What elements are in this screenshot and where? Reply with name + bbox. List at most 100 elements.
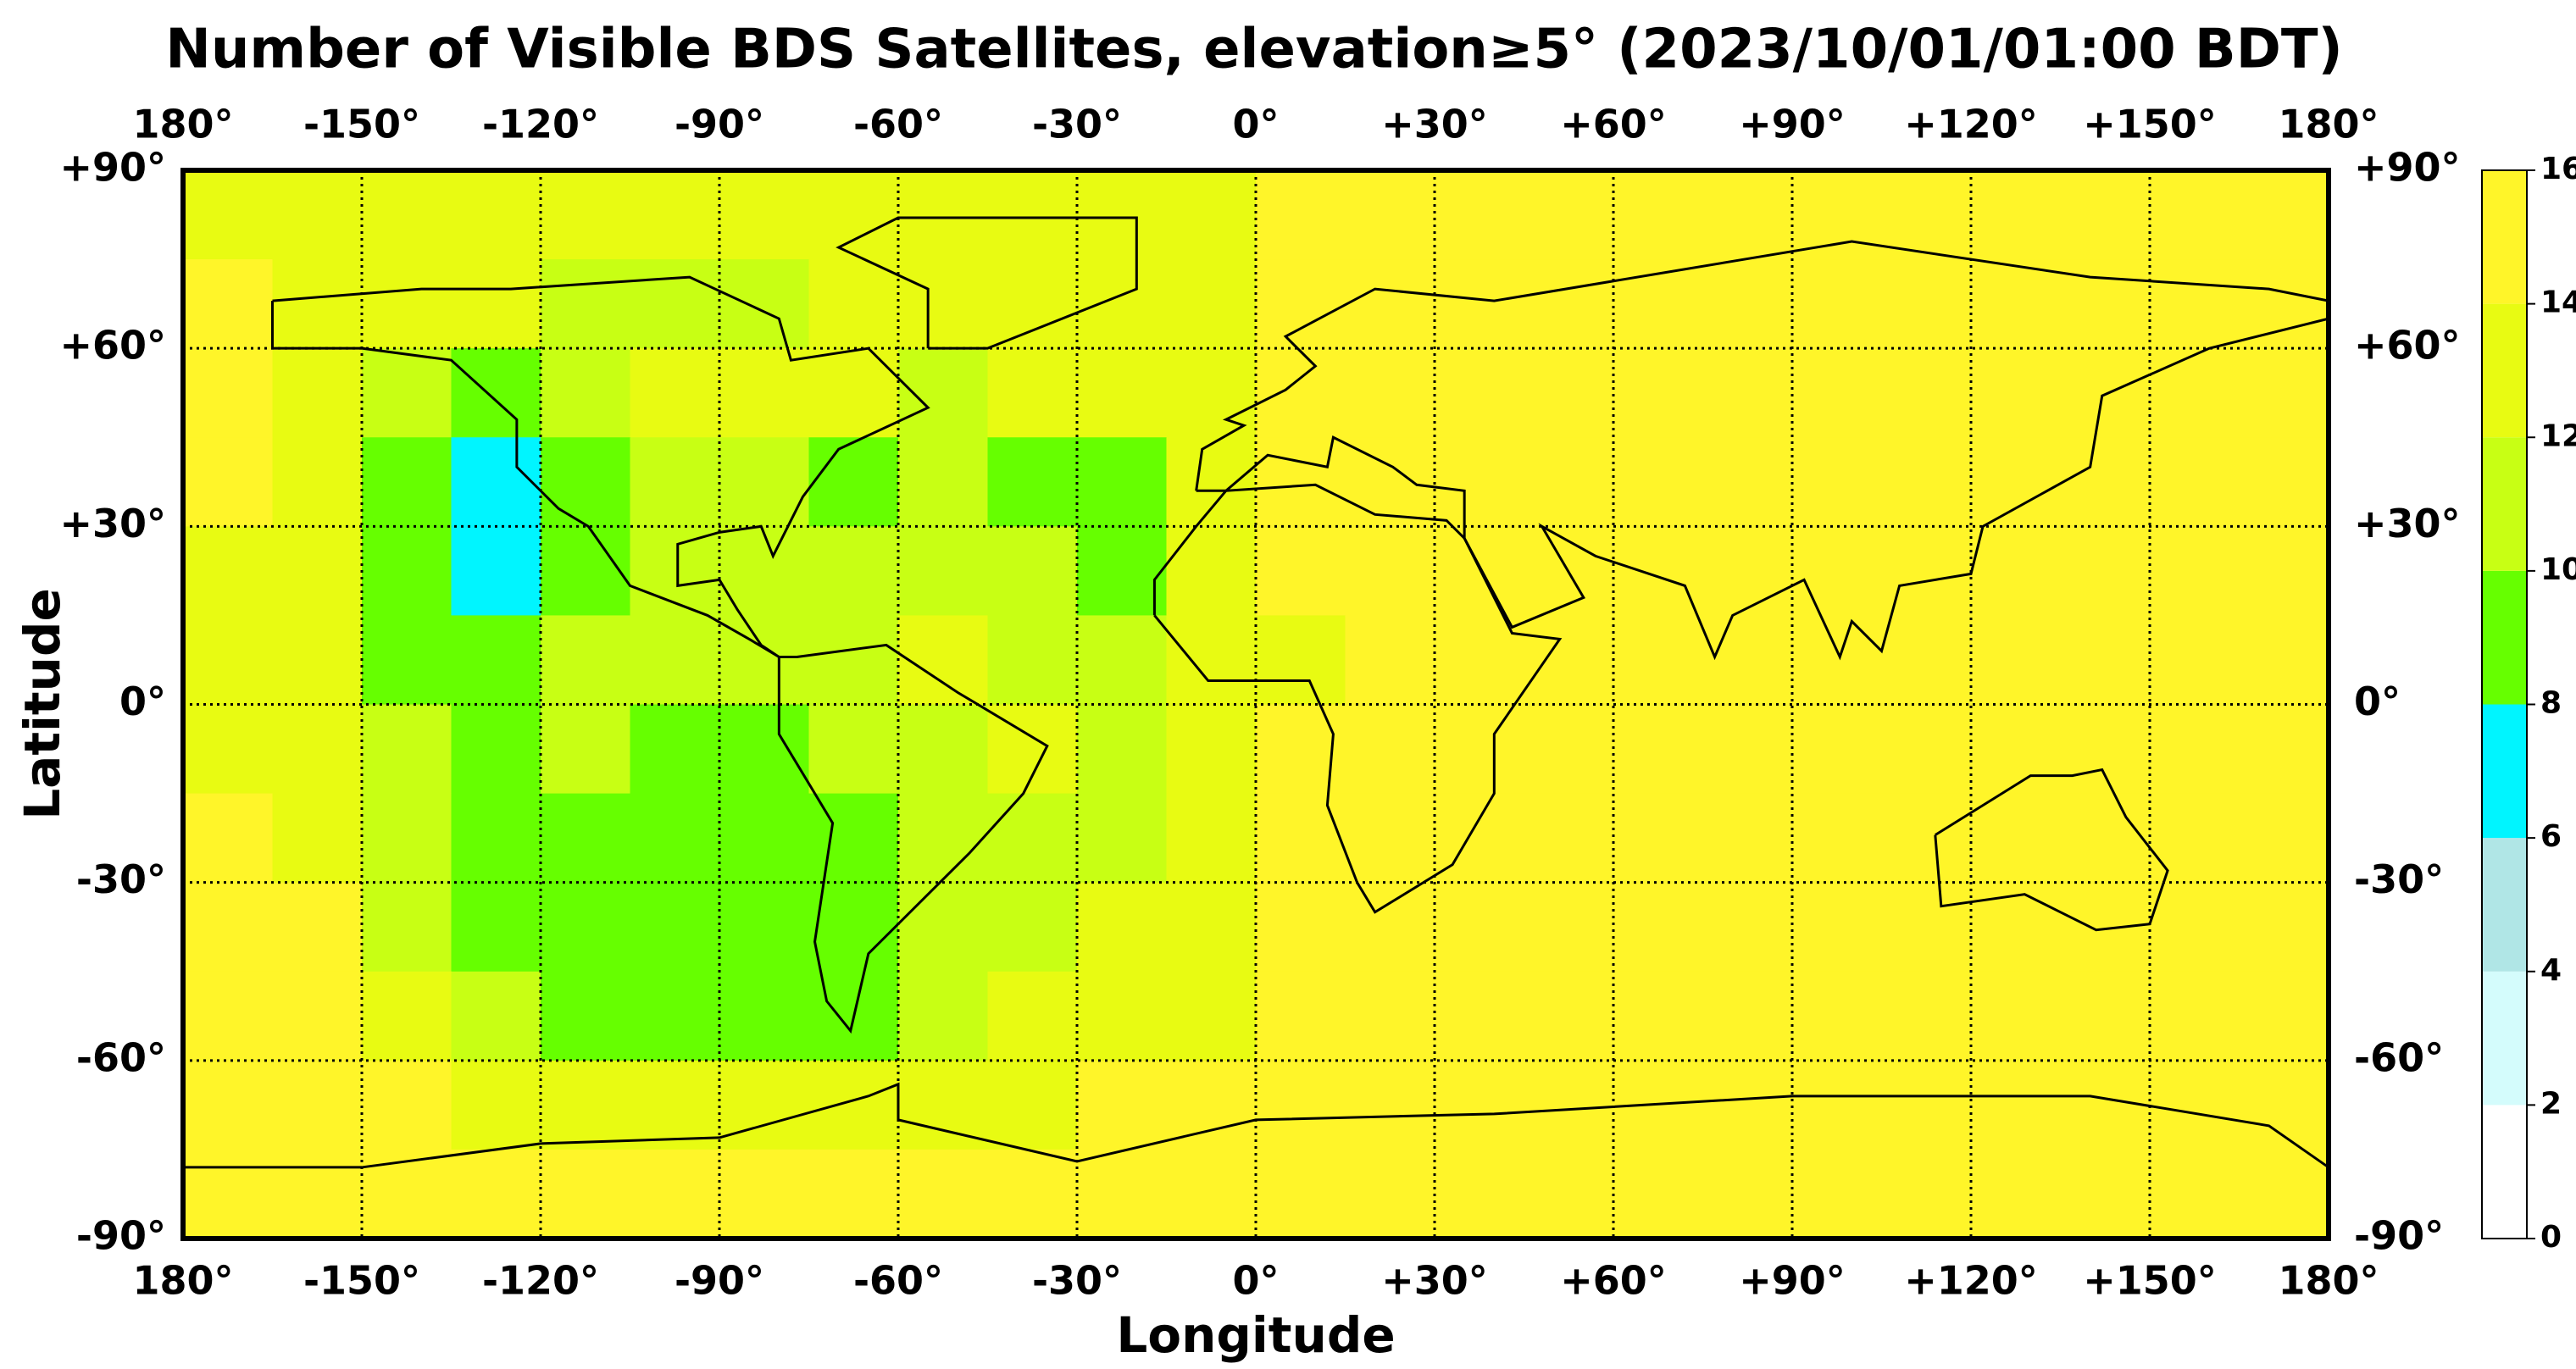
x-tick-label: -30°	[1032, 1258, 1122, 1304]
cell	[2150, 793, 2240, 884]
colorbar-swatch	[2482, 303, 2527, 438]
cell	[808, 170, 899, 260]
cell	[1702, 170, 1793, 260]
cell	[1702, 882, 1793, 973]
cell	[2060, 793, 2151, 884]
x-tick-label: -120°	[482, 1258, 599, 1304]
cell	[1881, 259, 1972, 349]
cell	[1166, 437, 1257, 527]
cell	[1435, 259, 1525, 349]
cell	[2239, 170, 2329, 260]
y-tick-label: -60°	[76, 1034, 166, 1080]
cell	[630, 170, 720, 260]
cell	[808, 348, 899, 438]
y-tick-label: +90°	[2354, 145, 2461, 191]
cell	[1971, 971, 2062, 1061]
cell	[1613, 437, 1704, 527]
cell	[2150, 170, 2240, 260]
cell	[898, 1149, 989, 1239]
cell	[362, 348, 452, 438]
cell	[1524, 259, 1614, 349]
cell	[451, 1149, 541, 1239]
cell	[898, 615, 989, 706]
cell	[1881, 971, 1972, 1061]
cell	[1702, 526, 1793, 617]
cell	[2239, 882, 2329, 973]
cell	[1524, 793, 1614, 884]
cell	[451, 1060, 541, 1150]
cell	[808, 882, 899, 973]
cell	[898, 793, 989, 884]
x-tick-label: +150°	[2083, 1258, 2217, 1304]
cell	[2150, 882, 2240, 973]
cell	[1345, 348, 1435, 438]
cell	[272, 793, 363, 884]
cell	[362, 437, 452, 527]
cell	[2060, 882, 2151, 973]
cell	[1166, 526, 1257, 617]
cell	[987, 1149, 1078, 1239]
cell	[1881, 882, 1972, 973]
x-tick-label: +120°	[1904, 102, 2038, 147]
cell	[1345, 1149, 1435, 1239]
colorbar-tick-label: 14	[2540, 285, 2576, 320]
cell	[1345, 971, 1435, 1061]
coastline	[183, 1082, 2329, 1169]
y-tick-label: -90°	[2354, 1213, 2444, 1259]
cell	[719, 704, 810, 795]
x-tick-label: +30°	[1381, 1258, 1488, 1304]
cell	[1256, 437, 1346, 527]
cell	[1792, 1149, 1883, 1239]
cell	[2239, 1149, 2329, 1239]
cell	[987, 526, 1078, 617]
cell	[1702, 793, 1793, 884]
x-tick-label: 180°	[2278, 102, 2379, 147]
cell	[2060, 1149, 2151, 1239]
cell	[1435, 170, 1525, 260]
cell	[1613, 170, 1704, 260]
cell	[362, 1149, 452, 1239]
cell	[1613, 971, 1704, 1061]
cell	[1077, 259, 1168, 349]
cell	[1971, 704, 2062, 795]
cell	[1166, 971, 1257, 1061]
cell	[808, 259, 899, 349]
coastline	[777, 643, 1049, 1034]
cell	[1077, 437, 1168, 527]
cell	[719, 526, 810, 617]
cell	[1435, 1060, 1525, 1150]
cell	[2150, 1149, 2240, 1239]
cell	[272, 704, 363, 795]
cell	[1792, 170, 1883, 260]
cell	[1166, 1149, 1257, 1239]
cell	[1345, 882, 1435, 973]
cell	[362, 971, 452, 1061]
cell	[1881, 793, 1972, 884]
cell	[541, 615, 631, 706]
cell	[1435, 1149, 1525, 1239]
x-tick-label: -150°	[303, 102, 420, 147]
cell	[987, 170, 1078, 260]
x-tick-label: 0°	[1232, 1258, 1279, 1304]
y-tick-label: -60°	[2354, 1034, 2444, 1080]
cell	[1077, 615, 1168, 706]
cell	[987, 971, 1078, 1061]
cell	[2150, 704, 2240, 795]
cell	[1345, 793, 1435, 884]
cell	[541, 437, 631, 527]
cell	[898, 971, 989, 1061]
colorbar-swatch	[2482, 1105, 2527, 1239]
colorbar: 0 2 4 6 8 10 12 14 16	[2481, 152, 2576, 1255]
cell	[451, 882, 541, 973]
cell	[1256, 971, 1346, 1061]
cell	[1702, 704, 1793, 795]
cell	[1881, 1149, 1972, 1239]
colorbar-tick-label: 16	[2540, 152, 2576, 186]
cell	[987, 348, 1078, 438]
cell	[541, 259, 631, 349]
cell	[2239, 793, 2329, 884]
cell	[1435, 793, 1525, 884]
cell	[1345, 170, 1435, 260]
